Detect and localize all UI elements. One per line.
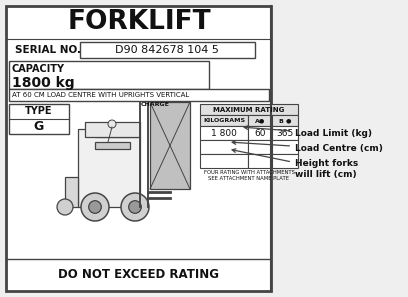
Text: SERIAL NO.: SERIAL NO.: [15, 45, 81, 55]
Polygon shape: [65, 177, 78, 207]
Text: 1 800: 1 800: [211, 129, 237, 138]
Polygon shape: [78, 129, 140, 207]
Polygon shape: [85, 122, 140, 137]
Text: Height forks
will lift (cm): Height forks will lift (cm): [232, 149, 358, 179]
Polygon shape: [150, 102, 190, 189]
Text: G: G: [34, 119, 44, 132]
Text: 365: 365: [276, 129, 294, 138]
Circle shape: [57, 199, 73, 215]
FancyBboxPatch shape: [9, 61, 209, 89]
FancyBboxPatch shape: [272, 126, 298, 140]
Text: FORKLIFT: FORKLIFT: [67, 9, 211, 35]
FancyBboxPatch shape: [272, 154, 298, 168]
FancyBboxPatch shape: [80, 42, 255, 58]
FancyBboxPatch shape: [200, 126, 248, 140]
Text: TYPE: TYPE: [25, 106, 53, 116]
Text: FOUR RATING WITH ATTACHMENTS
SEE ATTACHMENT NAME PLATE: FOUR RATING WITH ATTACHMENTS SEE ATTACHM…: [204, 170, 295, 181]
FancyBboxPatch shape: [248, 115, 272, 126]
Text: CHARGE: CHARGE: [141, 102, 169, 108]
Circle shape: [89, 201, 101, 213]
FancyBboxPatch shape: [200, 154, 248, 168]
Text: 1800 kg: 1800 kg: [12, 76, 75, 90]
Text: KILOGRAMS: KILOGRAMS: [203, 118, 245, 123]
Text: CAPACITY: CAPACITY: [12, 64, 65, 74]
FancyBboxPatch shape: [248, 140, 272, 154]
Text: D90 842678 104 5: D90 842678 104 5: [115, 45, 219, 55]
FancyBboxPatch shape: [6, 6, 271, 291]
Text: A●: A●: [255, 118, 265, 123]
FancyBboxPatch shape: [272, 115, 298, 126]
Circle shape: [121, 193, 149, 221]
FancyBboxPatch shape: [248, 154, 272, 168]
Text: AT 60 CM LOAD CENTRE WITH UPRIGHTS VERTICAL: AT 60 CM LOAD CENTRE WITH UPRIGHTS VERTI…: [12, 92, 189, 98]
Text: B ●: B ●: [279, 118, 291, 123]
FancyBboxPatch shape: [248, 126, 272, 140]
Circle shape: [108, 120, 116, 128]
Text: MAXIMUM RATING: MAXIMUM RATING: [213, 107, 285, 113]
FancyBboxPatch shape: [9, 104, 69, 134]
Text: Load Centre (cm): Load Centre (cm): [232, 141, 383, 154]
Text: 60: 60: [254, 129, 266, 138]
FancyBboxPatch shape: [9, 89, 269, 101]
FancyBboxPatch shape: [200, 140, 248, 154]
FancyBboxPatch shape: [200, 104, 298, 115]
Text: DO NOT EXCEED RATING: DO NOT EXCEED RATING: [58, 268, 220, 282]
Text: Load Limit (kg): Load Limit (kg): [244, 126, 372, 138]
Circle shape: [129, 201, 141, 213]
Polygon shape: [95, 142, 130, 149]
Circle shape: [81, 193, 109, 221]
FancyBboxPatch shape: [272, 140, 298, 154]
FancyBboxPatch shape: [200, 115, 248, 126]
